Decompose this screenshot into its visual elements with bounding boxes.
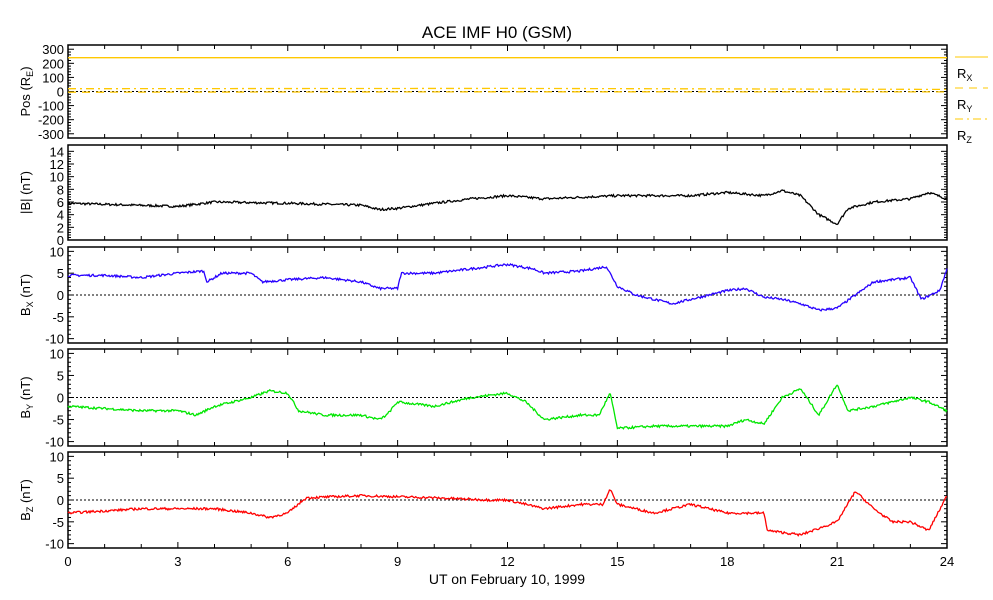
y-tick-label: -10 xyxy=(45,435,64,450)
y-tick-label: 0 xyxy=(57,391,64,406)
x-tick-label: 6 xyxy=(284,554,291,569)
y-tick-label: -300 xyxy=(38,127,64,142)
y-tick-label: 10 xyxy=(50,449,64,464)
legend-label: RZ xyxy=(957,128,972,145)
y-tick-label: 10 xyxy=(50,244,64,259)
y-axis-label: |B| (nT) xyxy=(18,171,33,214)
y-tick-label: 5 xyxy=(57,471,64,486)
y-tick-label: 300 xyxy=(42,42,64,57)
series-bz-line xyxy=(67,489,948,537)
x-axis-label: UT on February 10, 1999 xyxy=(429,571,585,587)
series-bx-line xyxy=(67,263,948,312)
x-tick-label: 15 xyxy=(610,554,624,569)
y-axis-label: BX (nT) xyxy=(18,274,35,316)
y-axis-label: Pos (RE) xyxy=(18,66,35,116)
y-axis-label: BZ (nT) xyxy=(18,479,35,521)
y-tick-label: 6 xyxy=(57,195,64,210)
y-tick-label: 4 xyxy=(57,208,64,223)
x-tick-label: 21 xyxy=(830,554,844,569)
y-tick-label: -10 xyxy=(45,537,64,552)
y-tick-label: 14 xyxy=(50,144,64,159)
y-tick-label: -5 xyxy=(52,413,64,428)
series-b-line xyxy=(67,189,948,226)
panel-bz: -10 -5 0 5 10 BZ (nT) xyxy=(18,449,948,552)
panel-by: -10 -5 0 5 10 BY (nT) xyxy=(18,346,948,450)
x-tick-label: 0 xyxy=(64,554,71,569)
y-tick-label: 0 xyxy=(57,233,64,248)
chart-title: ACE IMF H0 (GSM) xyxy=(422,23,572,42)
y-tick-label: 5 xyxy=(57,266,64,281)
y-tick-label: 2 xyxy=(57,220,64,235)
y-tick-label: 100 xyxy=(42,70,64,85)
panel-frame xyxy=(67,348,948,447)
x-tick-label: 12 xyxy=(500,554,514,569)
y-tick-label: 5 xyxy=(57,368,64,383)
y-tick-label: 0 xyxy=(57,85,64,100)
y-tick-label: -200 xyxy=(38,113,64,128)
y-tick-label: 8 xyxy=(57,182,64,197)
x-tick-label: 9 xyxy=(394,554,401,569)
series-by-line xyxy=(67,384,948,430)
legend-label: RX xyxy=(957,66,972,83)
panel-frame xyxy=(67,246,948,344)
y-tick-label: 12 xyxy=(50,157,64,172)
y-tick-label: 0 xyxy=(57,288,64,303)
series-rz-line xyxy=(67,87,948,91)
y-tick-label: 200 xyxy=(42,56,64,71)
x-tick-label: 18 xyxy=(720,554,734,569)
y-tick-label: -5 xyxy=(52,310,64,325)
panel-bx: -10 -5 0 5 10 BX (nT) xyxy=(18,244,948,347)
x-tick-label: 3 xyxy=(174,554,181,569)
y-axis-label: BY (nT) xyxy=(18,376,35,418)
x-tick-label: 24 xyxy=(940,554,954,569)
y-tick-label: -100 xyxy=(38,99,64,114)
legend-label: RY xyxy=(957,97,972,114)
y-tick-label: -10 xyxy=(45,332,64,347)
y-tick-label: 0 xyxy=(57,493,64,508)
y-tick-label: -5 xyxy=(52,515,64,530)
y-tick-label: 10 xyxy=(50,170,64,185)
panel-frame xyxy=(67,144,948,241)
y-tick-label: 10 xyxy=(50,346,64,361)
